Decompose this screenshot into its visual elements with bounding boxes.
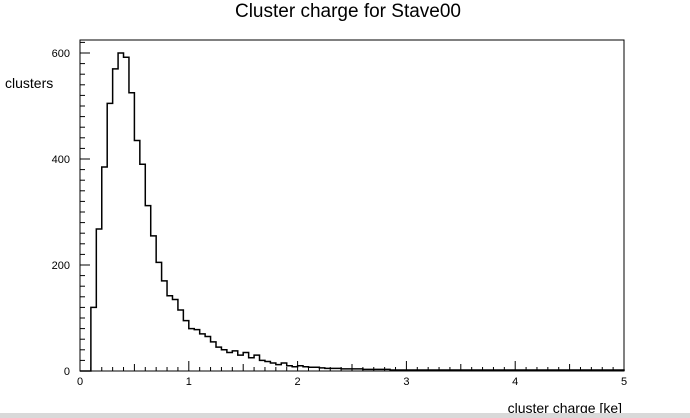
plot-frame — [79, 39, 625, 372]
y-tick-label: 0 — [64, 366, 70, 378]
x-tick-label: 4 — [512, 376, 518, 388]
y-axis-label: clusters — [5, 75, 53, 91]
y-tick-label: 600 — [52, 48, 70, 60]
y-axis-ticks: 0 200 400 600 — [52, 41, 90, 378]
chart-title: Cluster charge for Stave00 — [235, 1, 461, 22]
x-axis-ticks: 0 1 2 3 4 5 — [77, 361, 627, 388]
x-tick-label: 0 — [77, 376, 83, 388]
y-tick-label: 400 — [52, 154, 70, 166]
x-tick-label: 2 — [295, 376, 301, 388]
window-bottom-edge — [0, 413, 690, 418]
histogram-series — [80, 52, 625, 372]
y-tick-label: 200 — [52, 260, 70, 272]
x-tick-label: 1 — [186, 376, 192, 388]
x-tick-label: 5 — [621, 376, 627, 388]
x-axis-label: cluster charge [ke] — [508, 400, 622, 416]
x-tick-label: 3 — [403, 376, 409, 388]
